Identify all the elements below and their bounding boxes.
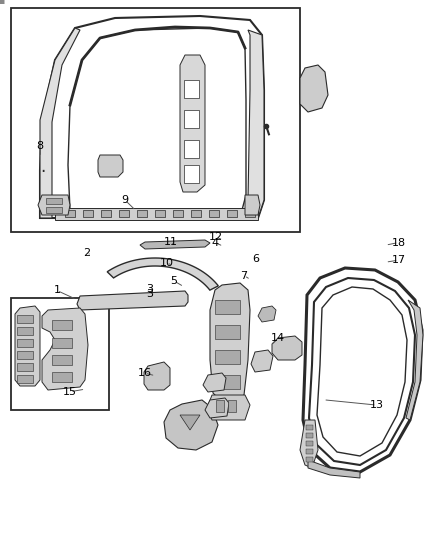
Text: 1: 1 <box>53 286 60 295</box>
Polygon shape <box>300 65 328 112</box>
Bar <box>52 338 72 348</box>
Polygon shape <box>248 30 264 218</box>
Polygon shape <box>15 306 40 386</box>
Bar <box>17 315 33 323</box>
Bar <box>83 210 93 217</box>
Bar <box>306 457 313 462</box>
Polygon shape <box>42 308 88 390</box>
Bar <box>173 210 183 217</box>
Bar <box>184 110 199 128</box>
Text: ·: · <box>40 163 46 181</box>
Bar <box>228 400 236 412</box>
Polygon shape <box>207 395 250 420</box>
Bar <box>155 210 165 217</box>
Bar <box>191 210 201 217</box>
Polygon shape <box>140 240 210 249</box>
Text: 3: 3 <box>146 289 153 298</box>
Bar <box>17 351 33 359</box>
Polygon shape <box>107 258 218 290</box>
Polygon shape <box>258 306 276 322</box>
Bar <box>215 375 240 389</box>
Text: 6: 6 <box>252 254 259 264</box>
Polygon shape <box>205 398 229 418</box>
Polygon shape <box>40 28 80 218</box>
Text: 7: 7 <box>240 271 247 280</box>
Polygon shape <box>77 291 188 310</box>
Bar <box>17 363 33 371</box>
Bar <box>215 300 240 314</box>
Polygon shape <box>251 350 273 372</box>
Bar <box>17 339 33 347</box>
Polygon shape <box>245 195 260 215</box>
Bar <box>216 400 224 412</box>
Polygon shape <box>203 373 226 392</box>
Bar <box>184 165 199 183</box>
Bar <box>215 325 240 339</box>
Bar <box>11 8 300 232</box>
Polygon shape <box>98 155 123 177</box>
Bar <box>119 210 129 217</box>
Text: 8: 8 <box>37 141 44 150</box>
Text: 13: 13 <box>370 400 384 410</box>
Bar <box>137 210 147 217</box>
Bar <box>215 350 240 364</box>
Text: █: █ <box>0 0 4 4</box>
Polygon shape <box>309 278 415 465</box>
Polygon shape <box>210 283 250 400</box>
Text: 9: 9 <box>121 195 128 205</box>
Bar <box>52 372 72 382</box>
Bar <box>184 140 199 158</box>
Bar <box>245 210 255 217</box>
Bar <box>306 433 313 438</box>
Bar <box>306 449 313 454</box>
Polygon shape <box>406 300 423 420</box>
Text: 16: 16 <box>138 368 152 378</box>
Bar <box>52 355 72 365</box>
Polygon shape <box>68 28 246 210</box>
Text: 12: 12 <box>208 232 223 242</box>
Text: 10: 10 <box>159 258 173 268</box>
Text: 4: 4 <box>211 238 218 247</box>
Text: 2: 2 <box>83 248 90 258</box>
Polygon shape <box>180 55 205 192</box>
Bar <box>17 327 33 335</box>
Bar <box>306 441 313 446</box>
Bar <box>65 210 75 217</box>
Bar <box>46 198 62 204</box>
Bar <box>184 80 199 98</box>
Bar <box>306 425 313 430</box>
Bar <box>17 375 33 383</box>
Text: 3: 3 <box>146 284 153 294</box>
Bar <box>11 298 109 410</box>
Bar <box>46 207 62 213</box>
Text: 15: 15 <box>63 387 77 397</box>
Polygon shape <box>272 336 302 360</box>
Polygon shape <box>164 400 218 450</box>
Text: 11: 11 <box>163 237 177 247</box>
Text: 5: 5 <box>170 276 177 286</box>
Polygon shape <box>38 195 70 215</box>
Bar <box>52 320 72 330</box>
Polygon shape <box>180 415 200 430</box>
Text: 14: 14 <box>271 334 285 343</box>
Polygon shape <box>144 362 170 390</box>
Text: 17: 17 <box>392 255 406 265</box>
Text: 18: 18 <box>392 238 406 247</box>
Bar <box>209 210 219 217</box>
Polygon shape <box>55 208 258 220</box>
Polygon shape <box>308 460 360 478</box>
Bar <box>227 210 237 217</box>
Polygon shape <box>300 420 318 468</box>
Bar <box>101 210 111 217</box>
